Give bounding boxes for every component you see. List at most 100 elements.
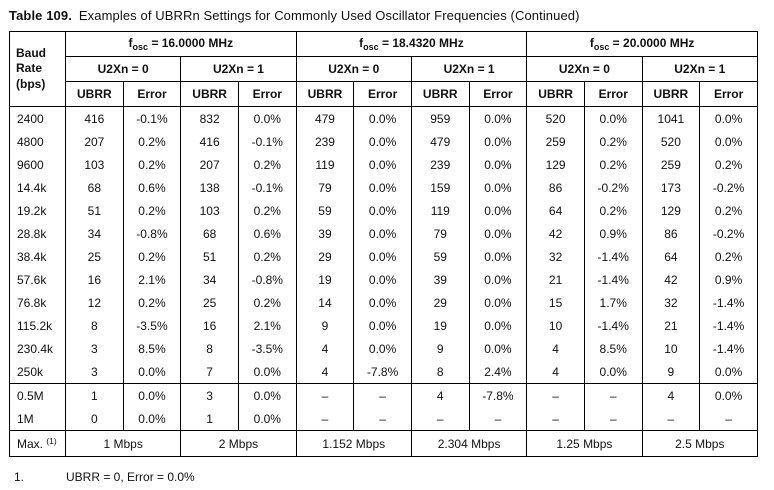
col-header-ubrr: UBRR <box>180 81 239 107</box>
value-cell: 19 <box>410 314 470 337</box>
value-cell: 0.2% <box>122 245 182 268</box>
max-speed-cell: 1.152 Mbps <box>295 430 412 457</box>
value-cell: 39 <box>410 268 470 291</box>
fosc-subscript: osc <box>132 42 149 52</box>
value-cell: 0.0% <box>699 106 758 130</box>
header-row-fosc: Baud Rate (bps) fosc = 16.0000 MHz fosc = … <box>9 31 758 107</box>
value-cell: 103 <box>65 153 124 176</box>
fosc-value: = 18.4320 MHz <box>378 36 464 50</box>
value-cell: 3 <box>65 360 124 384</box>
table-caption: Table 109. Examples of UBRRn Settings for… <box>9 8 766 23</box>
value-cell: 0.0% <box>468 291 528 314</box>
value-cell: 0.0% <box>699 360 758 384</box>
table-row: 250k 3 0.0% 7 0.0% 4 -7.8% 8 2.4% 4 0.0% 9 0.0% <box>9 360 758 384</box>
value-cell: 4 <box>295 360 355 384</box>
value-cell: -1.4% <box>583 245 643 268</box>
value-cell: 0.2% <box>699 153 758 176</box>
value-cell: 68 <box>65 176 124 199</box>
u2x-header-2-0: U2Xn = 0 <box>526 56 643 82</box>
value-cell: 25 <box>180 291 239 314</box>
value-cell: 68 <box>180 222 239 245</box>
table-body: 2400 416 -0.1% 832 0.0% 479 0.0% 959 0.0% 520 0.0%… <box>9 106 759 457</box>
max-label-cell: Max. (1) <box>9 430 66 457</box>
table-row: 4800 207 0.2% 416 -0.1% 239 0.0% 479 0.0% 259 0.2%… <box>9 130 758 153</box>
value-cell: 12 <box>65 291 124 314</box>
value-cell: 0.0% <box>353 106 412 130</box>
value-cell: 59 <box>295 199 355 222</box>
value-cell: -0.2% <box>699 176 758 199</box>
header-row-cols: UBRR Error UBRR Error UBRR Error UBRR Error UBRR… <box>10 81 758 107</box>
table-row: 28.8k 34 -0.8% 68 0.6% 39 0.0% 79 0.0% 42 0.9% 86 -0… <box>9 222 758 245</box>
value-cell: -3.5% <box>122 314 182 337</box>
baud-rate-cell: 250k <box>9 360 66 384</box>
value-cell: 79 <box>410 222 470 245</box>
value-cell: 0.2% <box>237 291 297 314</box>
value-cell: 16 <box>180 314 239 337</box>
value-cell: -0.8% <box>237 268 297 291</box>
value-cell: 0.0% <box>353 337 412 360</box>
value-cell: 4 <box>295 337 355 360</box>
value-cell: 14 <box>295 291 355 314</box>
value-cell: 129 <box>641 199 701 222</box>
baud-rate-cell: 0.5M <box>9 383 66 407</box>
value-cell: 0.9% <box>699 268 758 291</box>
footnote-text: UBRR = 0, Error = 0.0% <box>66 470 195 484</box>
value-cell: 10 <box>641 337 701 360</box>
value-cell: 86 <box>526 176 585 199</box>
table-caption-text: Examples of UBRRn Settings for Commonly … <box>78 8 580 23</box>
fosc-value: = 20.0000 MHz <box>609 36 695 50</box>
baud-rate-cell: 2400 <box>9 106 66 130</box>
value-cell: 0.0% <box>468 314 528 337</box>
value-cell: 416 <box>180 130 239 153</box>
value-cell: – <box>583 383 643 407</box>
baud-rate-header: Baud Rate (bps) <box>9 31 66 107</box>
value-cell: – <box>353 383 412 407</box>
baud-rate-cell: 57.6k <box>9 268 66 291</box>
value-cell: 9 <box>410 337 470 360</box>
value-cell: 2.4% <box>468 360 528 384</box>
baud-rate-cell: 1M <box>9 407 66 431</box>
value-cell: 959 <box>410 106 470 130</box>
max-speed-cell: 2 Mbps <box>180 430 297 457</box>
value-cell: 16 <box>65 268 124 291</box>
value-cell: 479 <box>410 130 470 153</box>
table-row: 230.4k 3 8.5% 8 -3.5% 4 0.0% 9 0.0% 4 8.5% 10 -1.4% <box>9 337 758 360</box>
value-cell: 4 <box>526 337 585 360</box>
value-cell: 0.0% <box>353 153 412 176</box>
value-cell: 7 <box>180 360 239 384</box>
value-cell: 0.0% <box>353 199 412 222</box>
value-cell: 29 <box>295 245 355 268</box>
value-cell: 3 <box>180 383 239 407</box>
value-cell: 79 <box>295 176 355 199</box>
value-cell: 21 <box>641 314 701 337</box>
value-cell: 0.0% <box>353 268 412 291</box>
value-cell: 0.2% <box>699 199 758 222</box>
table-row: 19.2k 51 0.2% 103 0.2% 59 0.0% 119 0.0% 64 0.2% 129… <box>9 199 758 222</box>
col-header-error: Error <box>468 81 528 107</box>
baud-rate-cell: 19.2k <box>9 199 66 222</box>
value-cell: 207 <box>180 153 239 176</box>
value-cell: 0.2% <box>122 153 182 176</box>
fosc-symbol: f <box>359 36 364 50</box>
value-cell: 138 <box>180 176 239 199</box>
baud-rate-cell: 230.4k <box>9 337 66 360</box>
value-cell: 32 <box>641 291 701 314</box>
value-cell: 2.1% <box>237 314 297 337</box>
value-cell: 0.0% <box>122 383 182 407</box>
table-caption-number: Table 109. <box>9 8 72 23</box>
value-cell: 0.0% <box>468 268 528 291</box>
fosc-value: = 16.0000 MHz <box>148 36 234 50</box>
col-header-ubrr: UBRR <box>410 81 470 107</box>
value-cell: 416 <box>65 106 124 130</box>
table-row: 57.6k 16 2.1% 34 -0.8% 19 0.0% 39 0.0% 21 -1.4% 42 0… <box>9 268 758 291</box>
col-header-error: Error <box>699 81 758 107</box>
value-cell: 0.0% <box>237 106 297 130</box>
baud-rate-cell: 9600 <box>9 153 66 176</box>
baud-rate-cell: 14.4k <box>9 176 66 199</box>
table-row: 9600 103 0.2% 207 0.2% 119 0.0% 239 0.0% 129 0.2% 2… <box>9 153 758 176</box>
value-cell: 0.6% <box>122 176 182 199</box>
value-cell: 0.0% <box>122 360 182 384</box>
value-cell: -0.1% <box>237 176 297 199</box>
value-cell: 0.2% <box>237 245 297 268</box>
value-cell: 15 <box>526 291 585 314</box>
